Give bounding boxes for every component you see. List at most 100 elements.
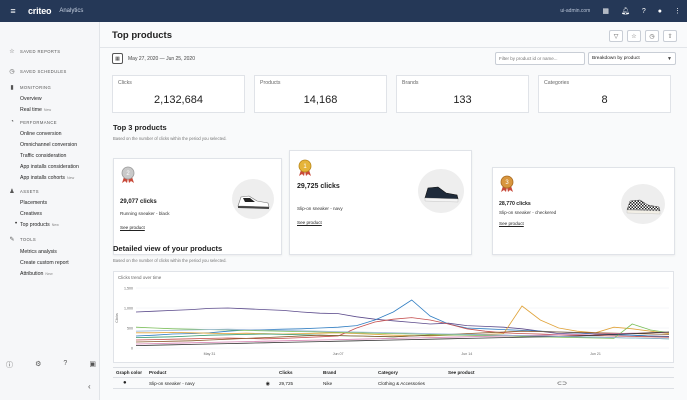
schedule-icon[interactable]: ◷ <box>645 30 659 42</box>
user-icon[interactable]: ● <box>657 7 662 15</box>
date-range: May 27, 2020 — Jun 25, 2020 <box>128 55 195 62</box>
share-icon[interactable]: ⇧ <box>663 30 677 42</box>
sidebar-footer: ⓘ ⚙ ? ▣ <box>6 360 96 370</box>
help-icon[interactable]: ? <box>63 360 68 367</box>
top-bar: ≡ criteo Analytics ui-admin.com ▦ 🔔︎ ? ●… <box>0 0 687 22</box>
y-tick-label: 500 <box>127 327 133 331</box>
col-see-product[interactable]: See product <box>448 370 475 375</box>
star-icon[interactable]: ☆ <box>627 30 641 42</box>
clock-icon: ◷ <box>9 69 15 75</box>
bronze-medal-icon: 3 <box>500 175 514 192</box>
sidebar-item-app-installs-consideration[interactable]: App installs consideration <box>20 164 79 170</box>
top-product-card-3: 3 28,770 clicks Slip-on sneaker - checke… <box>492 167 675 255</box>
col-category[interactable]: Category <box>378 370 398 375</box>
sidebar-item-attribution[interactable]: Attribution New <box>20 271 53 277</box>
sneaker-icon <box>237 195 270 209</box>
y-tick-label: 1,000 <box>124 307 133 311</box>
collapse-sidebar-icon[interactable]: ‹ <box>88 382 91 391</box>
top-product-card-2: 2 29,077 clicks Running sneaker - black … <box>113 158 282 255</box>
see-product-link[interactable]: See product <box>120 225 145 230</box>
link-icon[interactable]: ⊂⊃ <box>557 380 568 387</box>
product-image[interactable] <box>418 169 464 213</box>
sidebar-item-online-conversion[interactable]: Online conversion <box>20 131 62 137</box>
col-graph-color[interactable]: Graph color <box>116 370 143 375</box>
x-tick-label: May 31 <box>204 352 216 356</box>
series-line <box>135 328 670 340</box>
feedback-icon[interactable]: ▣ <box>89 361 96 368</box>
col-clicks[interactable]: Clicks <box>279 370 293 375</box>
series-line <box>135 299 670 338</box>
col-brand[interactable]: Brand <box>323 370 337 375</box>
silver-medal-icon: 2 <box>121 166 135 183</box>
sneaker-icon <box>626 199 661 215</box>
y-tick-label: 1,500 <box>124 287 133 291</box>
x-tick-label: Jun 21 <box>590 352 601 356</box>
gauge-icon: ◔ <box>10 119 14 125</box>
kpi-products: Products 14,168 <box>254 75 387 113</box>
kpi-categories: Categories 8 <box>538 75 671 113</box>
sidebar-item-metrics-analysis[interactable]: Metrics analysis <box>20 249 57 255</box>
kpi-clicks: Clicks 2,132,684 <box>112 75 245 113</box>
criteo-logo[interactable]: criteo <box>28 6 52 16</box>
product-image[interactable] <box>621 184 665 224</box>
svg-text:1: 1 <box>303 164 307 170</box>
sidebar-item-realtime[interactable]: Real time New <box>20 107 52 113</box>
sidebar-assets: ♟ ASSETS <box>9 189 39 195</box>
see-product-link[interactable]: See product <box>297 220 322 225</box>
calendar-icon[interactable]: ▦ <box>112 53 123 64</box>
sidebar-saved-schedules[interactable]: ◷ SAVED SCHEDULES <box>9 69 67 75</box>
sidebar-item-placements[interactable]: Placements <box>20 200 48 206</box>
series-line <box>135 323 670 339</box>
svg-text:3: 3 <box>505 180 509 186</box>
bell-icon[interactable]: 🔔︎ <box>620 8 630 15</box>
wrench-icon: ✎ <box>9 237 15 243</box>
gear-icon[interactable]: ⚙ <box>35 361 42 368</box>
star-icon: ☆ <box>9 49 15 55</box>
x-tick-label: Jun 07 <box>333 352 344 356</box>
app-name: Analytics <box>59 8 84 14</box>
sidebar-item-omnichannel-conversion[interactable]: Omnichannel conversion <box>20 142 78 148</box>
sidebar-item-create-custom-report[interactable]: Create custom report <box>20 260 69 266</box>
top3-title: Top 3 products <box>113 123 167 132</box>
graph-color-dot[interactable]: ● <box>123 380 127 386</box>
eye-icon[interactable]: ◉ <box>265 380 270 387</box>
top-product-card-1: 1 29,725 clicks Slip-on sneaker - navy S… <box>289 150 472 255</box>
product-image[interactable] <box>232 179 274 219</box>
help-icon[interactable]: ? <box>641 7 646 15</box>
sidebar-performance: ◔ PERFORMANCE <box>8 119 57 125</box>
menu-icon[interactable]: ≡ <box>10 6 16 16</box>
sidebar-item-creatives[interactable]: Creatives <box>20 211 42 217</box>
sidebar: ☆ SAVED REPORTS ◷ SAVED SCHEDULES ▮ MONI… <box>0 22 100 400</box>
series-line <box>136 305 670 337</box>
top3-subtitle: Based on the number of clicks within the… <box>113 136 227 141</box>
date-range-picker[interactable]: ▦ May 27, 2020 — Jun 25, 2020 <box>112 53 195 64</box>
sidebar-item-app-installs-cohorts[interactable]: App installs cohorts New <box>20 175 75 181</box>
col-product[interactable]: Product <box>149 370 167 375</box>
page-title: Top products <box>112 30 172 41</box>
people-icon: ♟ <box>9 189 15 195</box>
sidebar-item-overview[interactable]: Overview <box>20 96 42 102</box>
sidebar-saved-reports[interactable]: ☆ SAVED REPORTS <box>9 49 61 55</box>
series-line <box>135 331 670 346</box>
info-icon[interactable]: ⓘ <box>6 362 13 369</box>
topbar-actions: ui-admin.com ▦ 🔔︎ ? ● ⋮ <box>560 0 681 22</box>
line-chart[interactable]: 1,500 1,000 500 0 Clicks May 31 Jun 07 Jun 14 Ju… <box>114 272 675 364</box>
table-row[interactable]: ● Slip-on sneaker - navy ◉ 29,725 Nike Cl… <box>113 378 674 389</box>
header-actions: ▽ ☆ ◷ ⇧ <box>609 30 677 42</box>
chevron-down-icon: ▼ <box>667 56 672 62</box>
user-account[interactable]: ui-admin.com <box>560 8 591 14</box>
see-product-link[interactable]: See product <box>499 221 524 226</box>
filter-icon[interactable]: ▽ <box>609 30 623 42</box>
table-header: Graph color Product Clicks Brand Categor… <box>113 367 674 378</box>
sidebar-tools: ✎ TOOLS <box>9 237 37 243</box>
sidebar-item-traffic-consideration[interactable]: Traffic consideration <box>20 153 67 159</box>
product-filter-input[interactable] <box>495 52 585 65</box>
apps-icon[interactable]: ⋮ <box>674 8 681 15</box>
kpi-brands: Brands 133 <box>396 75 529 113</box>
clicks-trend-chart: Clicks trend over time 1,500 1,000 500 0 Cli… <box>113 271 674 363</box>
sidebar-monitoring: ▮ MONITORING <box>8 84 51 91</box>
sneaker-icon <box>424 186 459 203</box>
grid-icon[interactable]: ▦ <box>602 8 609 15</box>
breakdown-select[interactable]: Breakdown by product ▼ <box>588 52 676 65</box>
